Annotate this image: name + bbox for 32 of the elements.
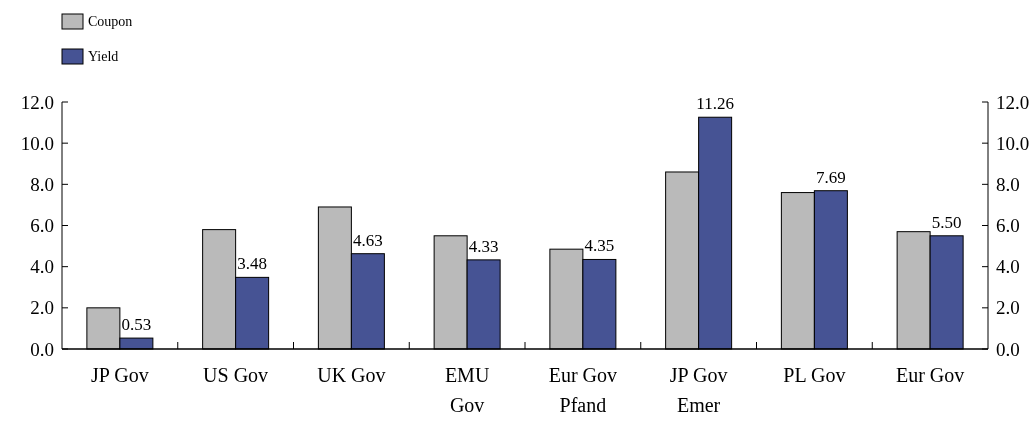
y2-tick-label: 6.0: [996, 215, 1020, 237]
legend-label: Coupon: [88, 14, 133, 29]
data-label: 4.35: [584, 236, 615, 256]
y-tick-label: 0.0: [30, 338, 54, 360]
data-label: 7.69: [816, 167, 846, 187]
y-tick-label: 12.0: [20, 91, 54, 113]
y-tick-label: 6.0: [30, 215, 54, 237]
y2-tick-label: 0.0: [996, 338, 1020, 360]
x-tick-label: Eur Gov: [895, 364, 965, 386]
y-tick-label: 10.0: [20, 132, 54, 154]
data-label: 0.53: [121, 315, 152, 335]
y2-tick-label: 8.0: [996, 173, 1020, 195]
y2-tick-label: 12.0: [996, 91, 1030, 113]
x-tick-label: Eur Gov Pfand: [548, 364, 618, 416]
x-tick-label: PL Gov: [783, 364, 846, 386]
y2-tick-label: 2.0: [996, 297, 1020, 319]
y-tick-label: 2.0: [30, 297, 54, 319]
x-tick-label: US Gov: [203, 364, 269, 386]
y-tick-label: 8.0: [30, 173, 54, 195]
y2-tick-label: 4.0: [996, 256, 1020, 278]
x-tick-label: JP Gov Emer: [669, 364, 728, 416]
y2-tick-label: 10.0: [996, 132, 1030, 154]
data-label: 4.33: [468, 236, 499, 256]
x-tick-label: JP Gov: [91, 364, 149, 386]
data-label: 3.48: [237, 254, 267, 274]
y-tick-label: 4.0: [30, 256, 54, 278]
x-tick-label: UK Gov: [317, 364, 386, 386]
x-tick-label: EMU Gov: [444, 364, 490, 416]
data-label: 5.50: [931, 212, 962, 232]
legend-label: Yield: [88, 49, 119, 64]
data-label: 4.63: [353, 230, 383, 250]
data-label: 11.26: [696, 94, 734, 114]
